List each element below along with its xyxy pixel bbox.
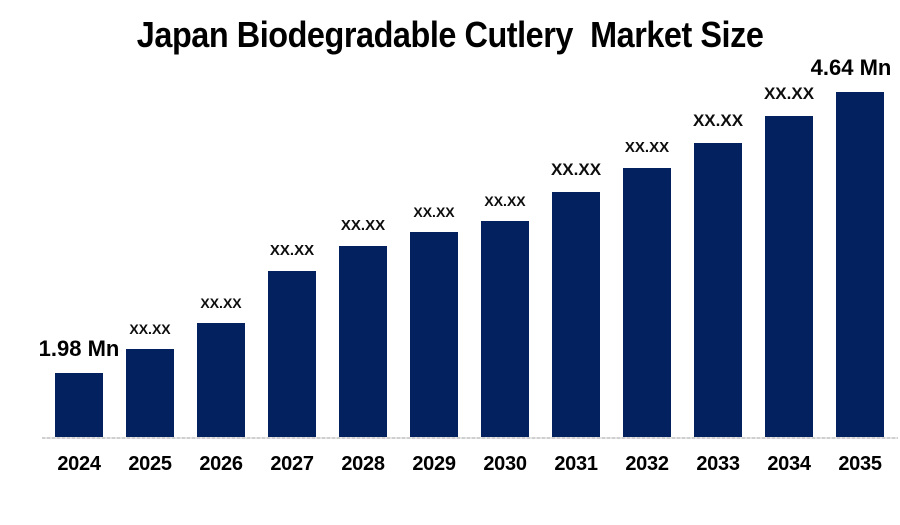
bar-value-label: XX.XX	[624, 138, 670, 156]
x-axis-label: 2033	[696, 453, 740, 475]
x-axis-label: 2034	[767, 453, 811, 475]
x-axis-label: 2025	[128, 453, 172, 475]
bar-2028	[339, 246, 387, 437]
bar-2031	[552, 192, 600, 437]
bar-2034	[765, 116, 813, 437]
bar-value-label: XX.XX	[340, 216, 386, 234]
bar-value-label: XX.XX	[550, 160, 602, 180]
bar-value-label: XX.XX	[692, 111, 744, 131]
bar-value-label: XX.XX	[763, 84, 815, 104]
x-axis-label: 2028	[341, 453, 385, 475]
bar-value-label: XX.XX	[269, 241, 315, 259]
x-axis-label: 2030	[483, 453, 527, 475]
bar-2030	[481, 221, 529, 437]
bar-value-label: 1.98 Mn	[38, 335, 120, 361]
x-axis-label: 2032	[625, 453, 669, 475]
bar-value-label: XX.XX	[413, 203, 455, 220]
x-axis-label: 2024	[57, 453, 101, 475]
bar-value-label: XX.XX	[129, 320, 171, 337]
x-axis-label: 2026	[199, 453, 243, 475]
bar-2025	[126, 349, 174, 437]
bar-2026	[197, 323, 245, 437]
x-axis-label: 2027	[270, 453, 314, 475]
bar-2027	[268, 271, 316, 437]
chart-title: Japan Biodegradable Cutlery Market Size	[0, 14, 900, 56]
x-axis-line	[42, 437, 898, 439]
bar-2035	[836, 92, 884, 437]
x-axis-label: 2035	[838, 453, 882, 475]
bar-2032	[623, 168, 671, 437]
bar-value-label: 4.64 Mn	[810, 54, 892, 80]
x-axis-label: 2031	[554, 453, 598, 475]
bar-value-label: XX.XX	[200, 294, 242, 311]
bar-2029	[410, 232, 458, 437]
bar-2033	[694, 143, 742, 437]
x-axis-label: 2029	[412, 453, 456, 475]
chart-title-text: Japan Biodegradable Cutlery Market Size	[136, 14, 764, 55]
bar-2024	[55, 373, 103, 437]
bar-value-label: XX.XX	[484, 192, 526, 209]
